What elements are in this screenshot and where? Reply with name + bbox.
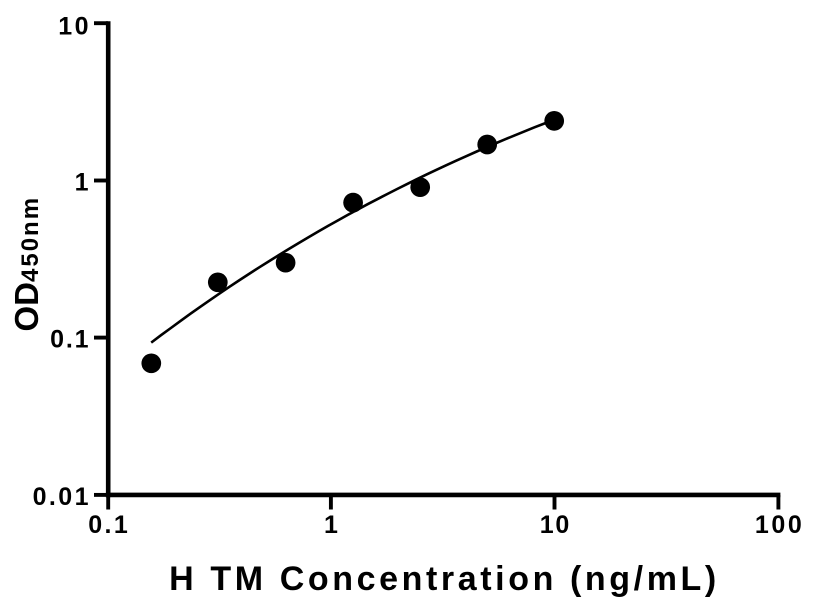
svg-text:10: 10 [540, 511, 571, 539]
svg-text:10: 10 [58, 12, 91, 40]
svg-text:H TM Concentration (ng/mL): H TM Concentration (ng/mL) [169, 560, 720, 598]
svg-text:0.1: 0.1 [50, 326, 90, 354]
svg-text:OD450nm: OD450nm [8, 196, 45, 332]
svg-text:0.01: 0.01 [33, 483, 91, 511]
svg-text:100: 100 [755, 511, 805, 539]
svg-text:1: 1 [324, 511, 338, 539]
svg-text:1: 1 [75, 169, 89, 197]
svg-text:0.1: 0.1 [88, 511, 130, 539]
